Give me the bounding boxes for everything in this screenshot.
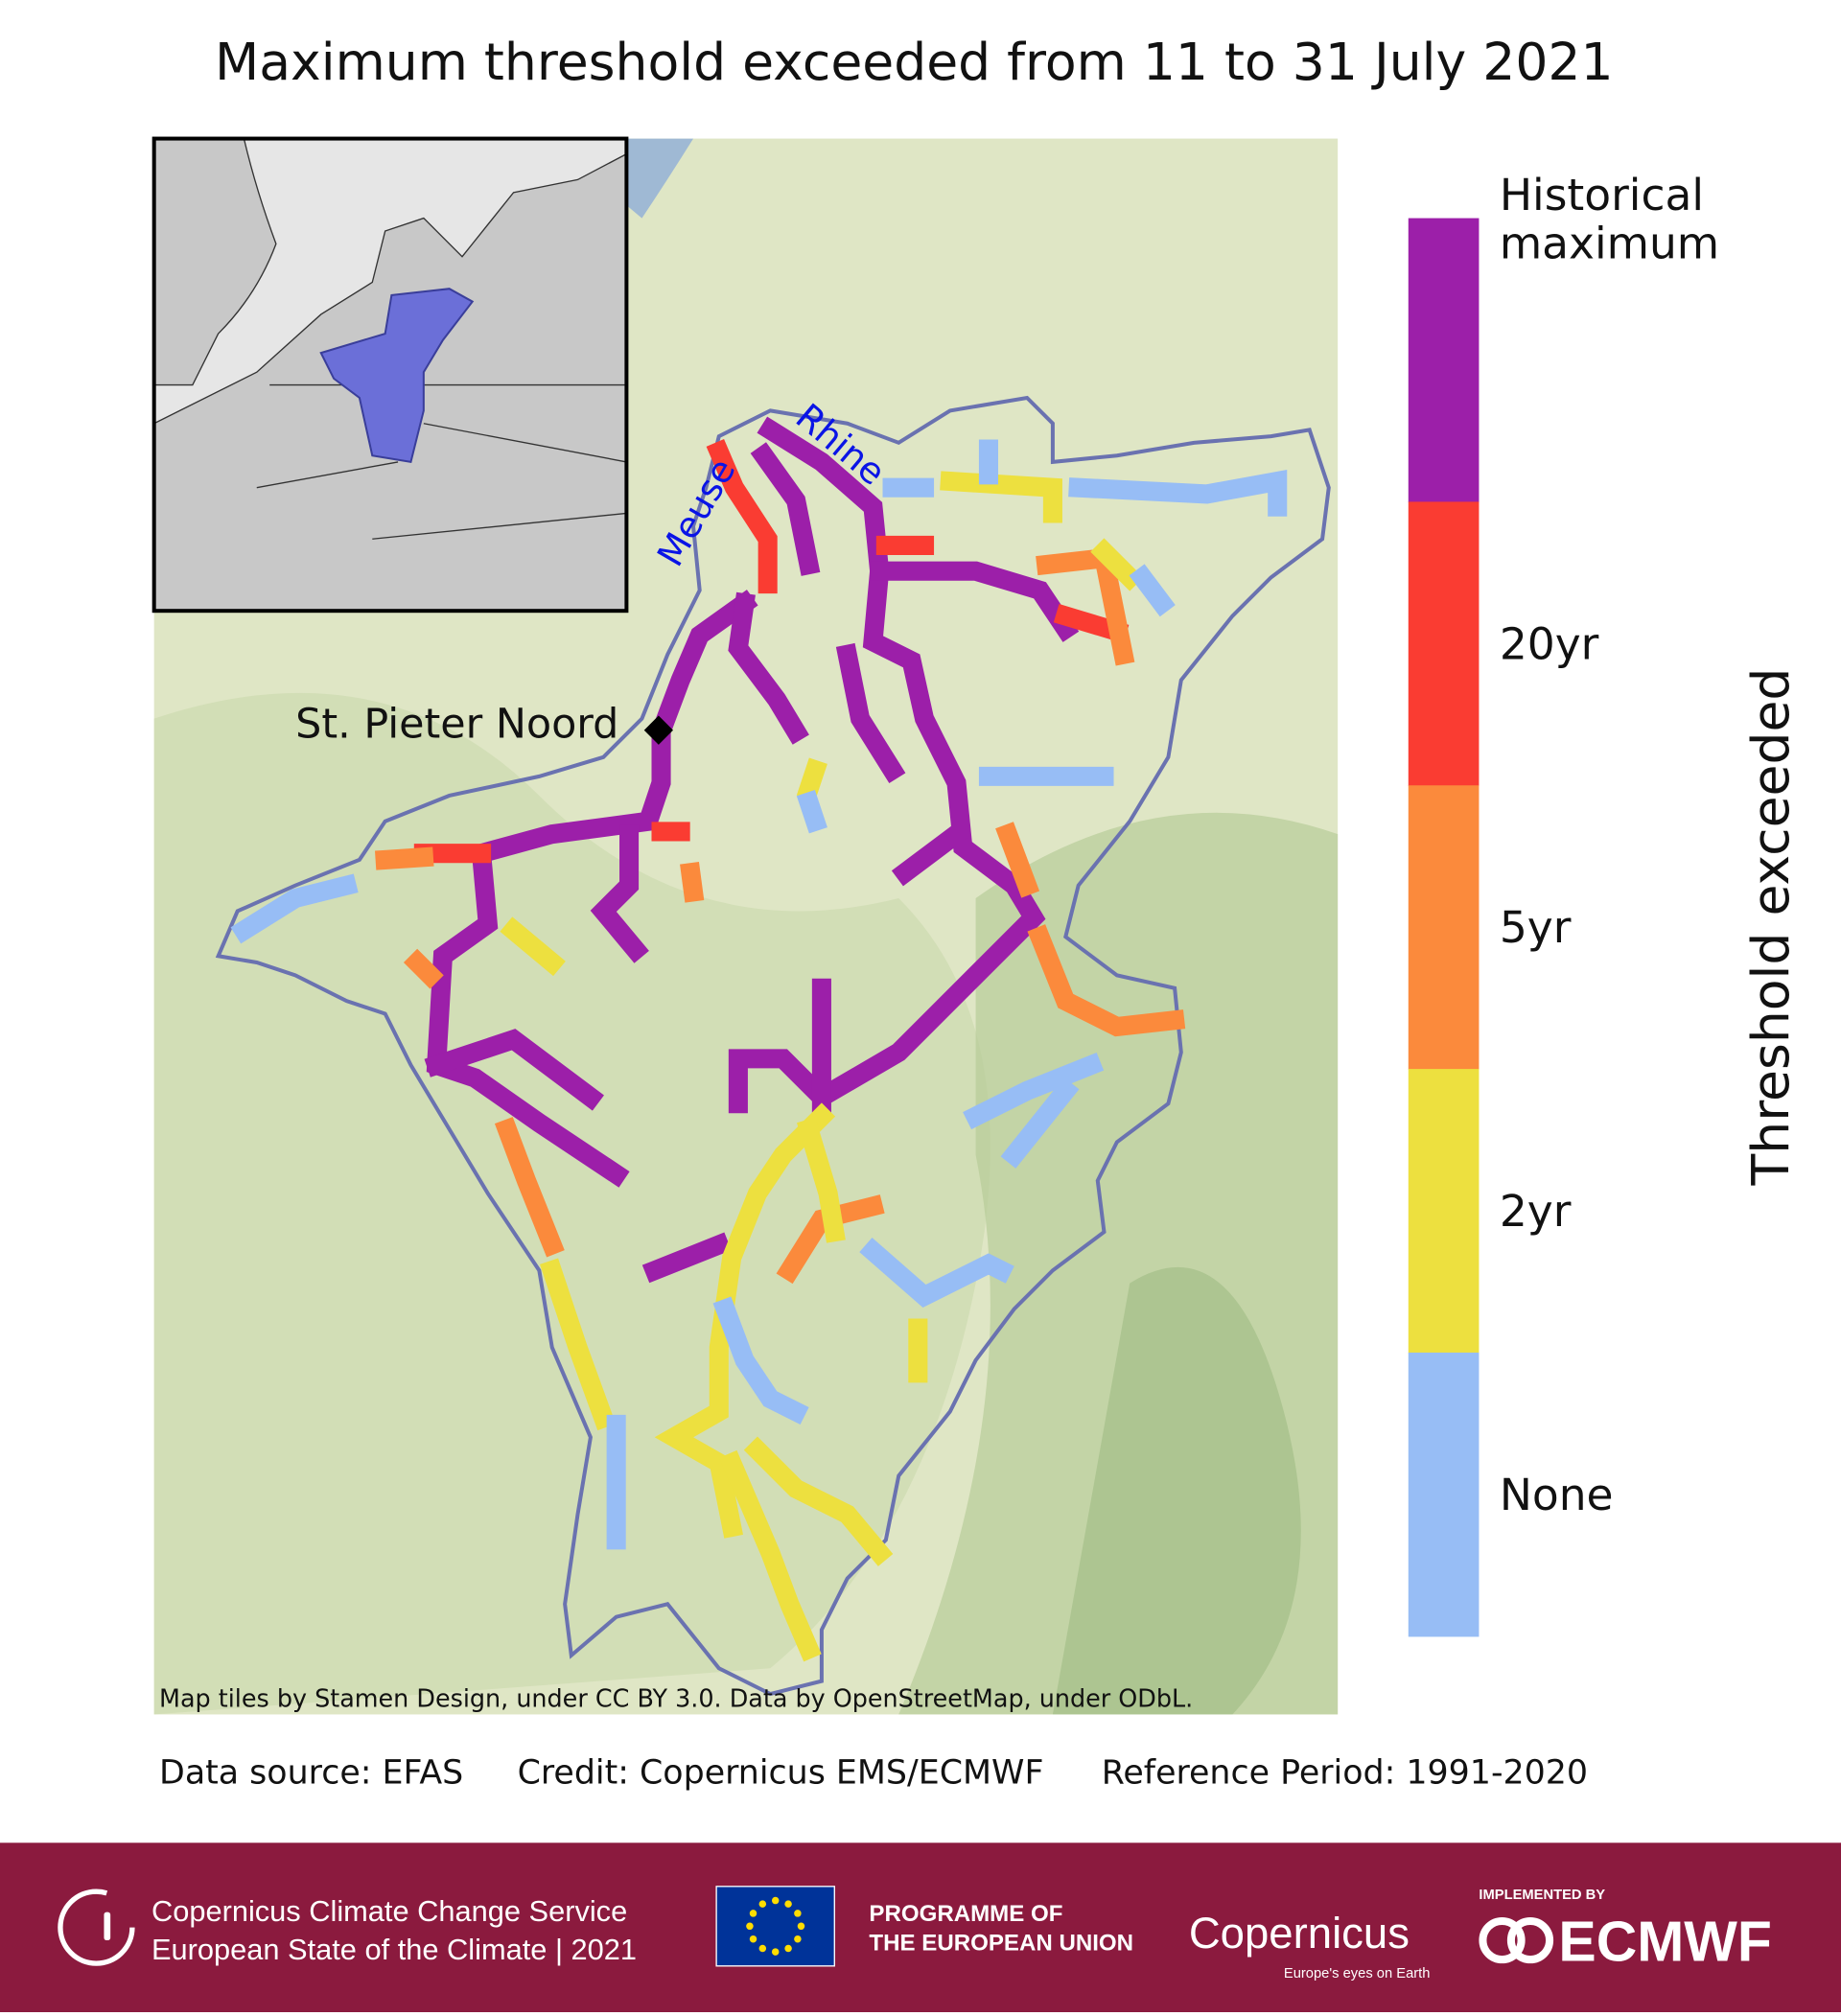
river-segment [1090, 538, 1144, 591]
river-segment [728, 591, 809, 745]
colorbar-tick-label: Historical [1500, 170, 1704, 220]
footer-service: Copernicus Climate Change Service [151, 1894, 627, 1928]
station-marker [643, 715, 674, 745]
title: Maximum threshold exceeded from 11 to 31… [215, 32, 1614, 92]
river-segment [494, 1117, 565, 1258]
c3s-logo [104, 1912, 111, 1941]
river-segment [750, 442, 821, 576]
inset-map [151, 136, 629, 614]
river-segment [424, 1029, 604, 1111]
eu-star [758, 1900, 767, 1908]
river-segment [963, 1053, 1105, 1130]
river-segment [870, 561, 1080, 642]
colorbar-tick-label: 5yr [1500, 902, 1572, 953]
eu-star [749, 1935, 757, 1943]
eu-star [797, 1922, 805, 1931]
river-segment [1129, 564, 1176, 617]
note: Data source: EFAS [159, 1754, 463, 1793]
colorbar-segment [1408, 785, 1480, 1070]
c3s-logo [58, 1889, 135, 1966]
map: Meuse Rhine St. Pieter Noord Map tiles b… [153, 138, 1339, 1715]
river-segment [712, 1296, 809, 1425]
inset-borders [256, 383, 627, 540]
footer-programme: THE EUROPEAN UNION [869, 1931, 1133, 1957]
terrain [1052, 1266, 1301, 1715]
river-segment [1027, 924, 1186, 1037]
footer-ecmwf: ECMWF [1558, 1911, 1771, 1973]
eu-star [784, 1900, 792, 1908]
basin-outline [215, 395, 1331, 1697]
colorbar-tick-label: 2yr [1500, 1186, 1572, 1237]
ecmwf-logo [1479, 1916, 1526, 1964]
colorbar-tick-label: 20yr [1500, 618, 1599, 669]
colorbar-label: Threshold exceeded [1740, 668, 1801, 1187]
eu-star [794, 1935, 802, 1943]
river-segment [891, 821, 970, 887]
footer-tagline: Europe's eyes on Earth [1284, 1966, 1431, 1981]
river-segment [743, 1436, 894, 1566]
river-segment [796, 789, 827, 834]
river-segment [1000, 1077, 1080, 1169]
river-segment [641, 1232, 732, 1284]
eu-star [784, 1944, 792, 1953]
river-segment [706, 439, 778, 594]
river-segment [1068, 469, 1288, 517]
river-segment [1053, 604, 1130, 644]
eu-star [749, 1910, 757, 1917]
river-segment [374, 846, 434, 870]
colorbar-tick-label: None [1500, 1470, 1614, 1520]
inset-basin [319, 288, 475, 464]
footer-band [0, 1842, 1841, 2012]
colorbar-segment [1408, 1069, 1480, 1354]
river-segment [859, 1238, 1014, 1309]
note: Reference Period: 1991-2020 [1102, 1754, 1588, 1793]
river-segment [797, 1117, 846, 1243]
river-segment [540, 1258, 617, 1431]
ecmwf-logo [1506, 1916, 1554, 1964]
eu-stars [746, 1896, 805, 1956]
colorbar-segment [1408, 501, 1480, 786]
river-segment [654, 1102, 836, 1539]
footer-programme: PROGRAMME OF [869, 1901, 1062, 1927]
terrain [153, 692, 990, 1715]
river-segment [403, 948, 444, 989]
river-segment [835, 642, 906, 784]
footer-implemented: IMPLEMENTED BY [1479, 1888, 1605, 1903]
eu-star [794, 1910, 802, 1917]
river-segment [426, 590, 758, 1188]
footer: Copernicus Climate Change Service Europe… [0, 1842, 1841, 2012]
colorbar-segment [1408, 218, 1480, 503]
inset-frame [151, 136, 629, 614]
river-segment [995, 822, 1040, 898]
footer-report: European State of the Climate | 2021 [151, 1933, 637, 1966]
colorbar-tick-label: maximum [1500, 219, 1719, 269]
inset-land [153, 137, 277, 386]
colorbar-segment [1408, 1352, 1480, 1637]
river-segment [718, 1449, 822, 1662]
eu-star [771, 1948, 780, 1956]
river-segment [776, 1194, 885, 1285]
eu-star [771, 1896, 780, 1905]
eu-star [746, 1922, 754, 1931]
river-segment [590, 824, 649, 963]
water [616, 138, 694, 219]
attribution: Map tiles by Stamen Design, under CC BY … [159, 1683, 1193, 1712]
river-segment [680, 862, 705, 903]
station-label: St. Pieter Noord [295, 701, 618, 749]
footer-copernicus: Copernicus [1189, 1909, 1410, 1958]
river-network [230, 416, 1288, 1662]
river-segment [796, 757, 827, 801]
river-segment [500, 916, 566, 977]
river-segment [230, 873, 359, 944]
eu-star [758, 1944, 767, 1953]
note: Credit: Copernicus EMS/ECMWF [518, 1754, 1044, 1793]
